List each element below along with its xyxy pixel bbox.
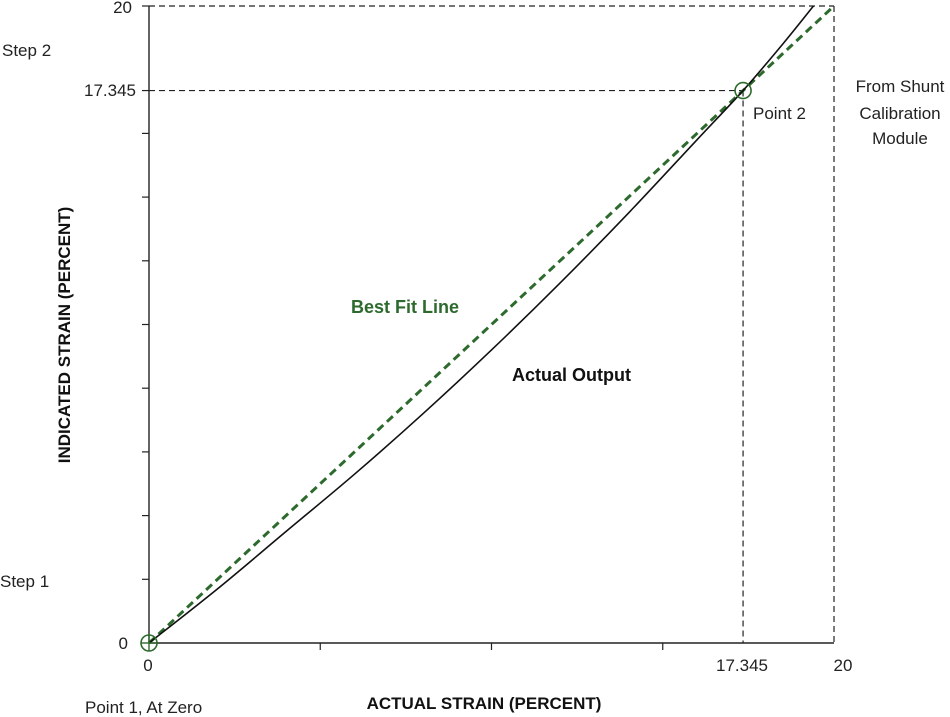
y-tick-label-17345: 17.345 xyxy=(84,81,136,100)
best-fit-line-label: Best Fit Line xyxy=(351,297,459,317)
y-axis-title: INDICATED STRAIN (PERCENT) xyxy=(55,207,74,464)
actual-output-label: Actual Output xyxy=(512,365,631,385)
point-1-marker xyxy=(140,634,158,652)
x-tick-label-20: 20 xyxy=(834,656,853,675)
x-axis-title: ACTUAL STRAIN (PERCENT) xyxy=(367,694,602,713)
x-tick-label-0: 0 xyxy=(143,656,152,675)
point-2-marker xyxy=(734,81,752,100)
y-tick-label-0: 0 xyxy=(119,634,128,653)
shunt-label-line-3: Module xyxy=(872,129,928,148)
actual-output-line xyxy=(148,5,815,644)
step-2-label: Step 2 xyxy=(2,41,51,60)
shunt-label-line-1: From Shunt xyxy=(856,77,945,96)
x-tick-label-17345: 17.345 xyxy=(716,656,768,675)
point-1-label: Point 1, At Zero xyxy=(85,698,202,717)
best-fit-line xyxy=(147,4,836,645)
y-tick-label-20: 20 xyxy=(113,0,132,17)
reference-lines xyxy=(149,5,835,643)
minor-ticks xyxy=(142,5,664,650)
shunt-label-line-2: Calibration xyxy=(859,104,940,123)
step-1-label: Step 1 xyxy=(0,572,49,591)
point-2-label: Point 2 xyxy=(753,104,806,123)
